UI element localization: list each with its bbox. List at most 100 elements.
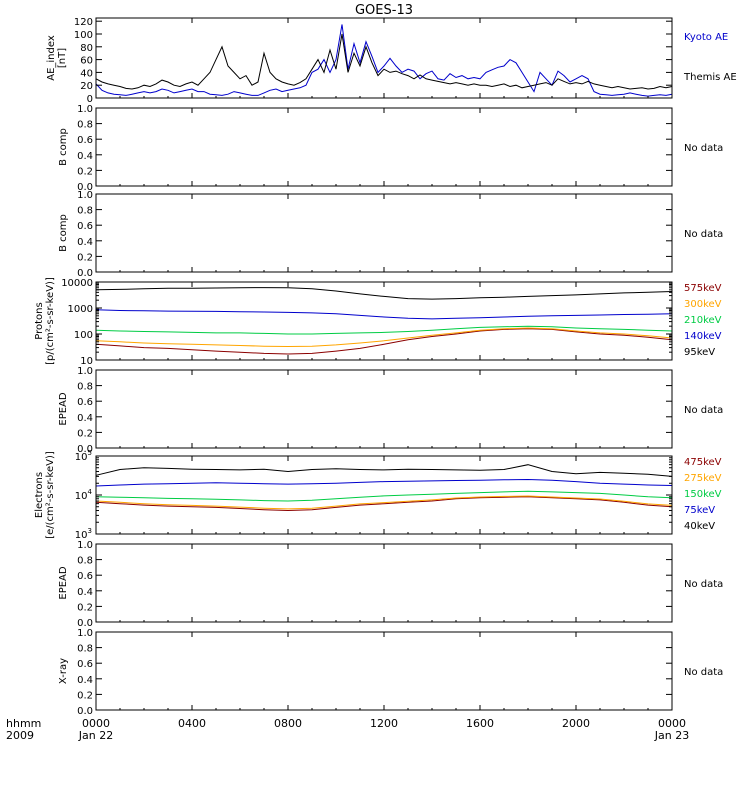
panel-epead1: 0.0 0.2 0.4 0.6 0.8 1.0 EPEAD No data bbox=[58, 366, 723, 455]
panel-frame bbox=[95, 543, 673, 623]
legend-label: 75keV bbox=[684, 505, 715, 516]
legend-label: 475keV bbox=[684, 457, 722, 468]
series-line-protons-95kev bbox=[95, 287, 673, 300]
panel-frame bbox=[95, 455, 673, 535]
y-tick-label: 0.0 bbox=[77, 618, 93, 629]
y-tick-label: 0.6 bbox=[77, 659, 93, 670]
legend-label: 140keV bbox=[684, 331, 722, 342]
y-tick-label: 80 bbox=[80, 43, 93, 54]
series-line-electrons-75kev bbox=[95, 478, 673, 487]
no-data-label: No data bbox=[684, 579, 723, 590]
y-tick-label: 0.4 bbox=[77, 675, 93, 686]
y-tick-label: 0.0 bbox=[77, 268, 93, 279]
y-tick-label: 10 bbox=[80, 356, 93, 367]
y-tick-label: 40 bbox=[80, 68, 93, 79]
figure-title: GOES-13 bbox=[355, 3, 413, 18]
x-tick-label: 1200 bbox=[370, 717, 398, 730]
legend-label: 40keV bbox=[684, 521, 715, 532]
y-axis-label: AE_index bbox=[46, 35, 57, 81]
y-tick-label: 0.8 bbox=[77, 382, 93, 393]
year-label: 2009 bbox=[6, 729, 34, 742]
y-tick-label: 0.6 bbox=[77, 397, 93, 408]
y-tick-label: 0.0 bbox=[77, 444, 93, 455]
y-tick-label: 0.0 bbox=[77, 182, 93, 193]
y-tick-label: 10000 bbox=[61, 278, 93, 289]
y-tick-label: 1.0 bbox=[77, 628, 93, 639]
y-tick-label: 1.0 bbox=[77, 104, 93, 115]
panel-electrons: 103 104 105 Electrons [e/(cm²-s-sr-keV)] 475k… bbox=[34, 449, 722, 541]
y-tick-label: 0.6 bbox=[77, 221, 93, 232]
y-axis-label: EPEAD bbox=[58, 566, 69, 600]
panel-xray: 0.0 0.2 0.4 0.6 0.8 1.0 X-ray No data bbox=[58, 628, 723, 717]
y-tick-label: 0.2 bbox=[77, 428, 93, 439]
y-tick-label: 0.4 bbox=[77, 151, 93, 162]
x-tick-label: 0400 bbox=[178, 717, 206, 730]
y-tick-label: 0.2 bbox=[77, 690, 93, 701]
y-tick-label: 1000 bbox=[68, 304, 93, 315]
y-tick-label: 0.2 bbox=[77, 602, 93, 613]
x-date-label: Jan 22 bbox=[78, 729, 113, 742]
series-line-ae-kyoto-ae bbox=[95, 24, 673, 97]
y-tick-label: 0.8 bbox=[77, 644, 93, 655]
y-tick-label: 0.8 bbox=[77, 120, 93, 131]
y-axis-label: B comp bbox=[58, 128, 69, 166]
y-tick-label: 100 bbox=[74, 30, 93, 41]
legend-label: 150keV bbox=[684, 489, 722, 500]
y-axis-label: X-ray bbox=[58, 658, 69, 684]
panel-epead2: 0.0 0.2 0.4 0.6 0.8 1.0 EPEAD No data bbox=[58, 540, 723, 629]
no-data-label: No data bbox=[684, 229, 723, 240]
y-tick-label: 104 bbox=[75, 488, 93, 502]
panel-protons: 10 100 1000 10000 Protons [p/(cm²-s-sr-keV)] 5… bbox=[34, 277, 722, 367]
y-tick-label: 60 bbox=[80, 56, 93, 67]
y-tick-label: 0 bbox=[87, 94, 93, 105]
panel-bcomp2: 0.0 0.2 0.4 0.6 0.8 1.0 B comp No data bbox=[58, 190, 723, 279]
y-tick-label: 20 bbox=[80, 81, 93, 92]
x-tick-label: 1600 bbox=[466, 717, 494, 730]
series-line-electrons-275kev bbox=[95, 495, 673, 510]
series-line-ae-themis-ae bbox=[95, 33, 673, 90]
y-axis-label-units: [e/(cm²-s-sr-keV)] bbox=[45, 451, 56, 539]
y-tick-label: 0.0 bbox=[77, 706, 93, 717]
y-tick-label: 0.4 bbox=[77, 413, 93, 424]
no-data-label: No data bbox=[684, 405, 723, 416]
legend-label: 575keV bbox=[684, 283, 722, 294]
panel-frame bbox=[95, 369, 673, 449]
panel-frame bbox=[95, 631, 673, 711]
series-line-protons-140kev bbox=[95, 309, 673, 320]
legend-label: 275keV bbox=[684, 473, 722, 484]
series-line-protons-575kev bbox=[95, 328, 673, 355]
y-tick-label: 0.8 bbox=[77, 206, 93, 217]
y-tick-label: 0.2 bbox=[77, 252, 93, 263]
x-tick-label: 0000 bbox=[82, 717, 110, 730]
x-tick-label: 0000 bbox=[658, 717, 686, 730]
y-tick-label: 105 bbox=[75, 449, 92, 463]
y-axis-label-units: [p/(cm²-s-sr-keV)] bbox=[45, 277, 56, 365]
legend-label: 95keV bbox=[684, 347, 715, 358]
series-line-electrons-40kev bbox=[95, 464, 673, 477]
time-axis-label: hhmm bbox=[6, 717, 41, 730]
panel-frame bbox=[95, 281, 673, 361]
x-tick-label: 0800 bbox=[274, 717, 302, 730]
y-tick-label: 1.0 bbox=[77, 190, 93, 201]
panel-bcomp1: 0.0 0.2 0.4 0.6 0.8 1.0 B comp No data bbox=[58, 104, 723, 193]
y-tick-label: 103 bbox=[75, 527, 92, 541]
x-tick-label: 2000 bbox=[562, 717, 590, 730]
y-tick-label: 100 bbox=[74, 330, 93, 341]
y-tick-label: 0.8 bbox=[77, 556, 93, 567]
y-axis-label: B comp bbox=[58, 214, 69, 252]
legend-label: 300keV bbox=[684, 299, 722, 310]
no-data-label: No data bbox=[684, 143, 723, 154]
panel-frame bbox=[95, 193, 673, 273]
y-tick-label: 0.6 bbox=[77, 135, 93, 146]
no-data-label: No data bbox=[684, 667, 723, 678]
series-line-protons-300kev bbox=[95, 327, 673, 348]
y-tick-label: 0.4 bbox=[77, 237, 93, 248]
y-tick-label: 0.6 bbox=[77, 571, 93, 582]
y-tick-label: 120 bbox=[74, 17, 93, 28]
y-axis-label: Protons bbox=[34, 302, 45, 339]
y-axis-label: EPEAD bbox=[58, 392, 69, 426]
series-line-electrons-475kev bbox=[95, 496, 673, 512]
panel-frame bbox=[95, 107, 673, 187]
